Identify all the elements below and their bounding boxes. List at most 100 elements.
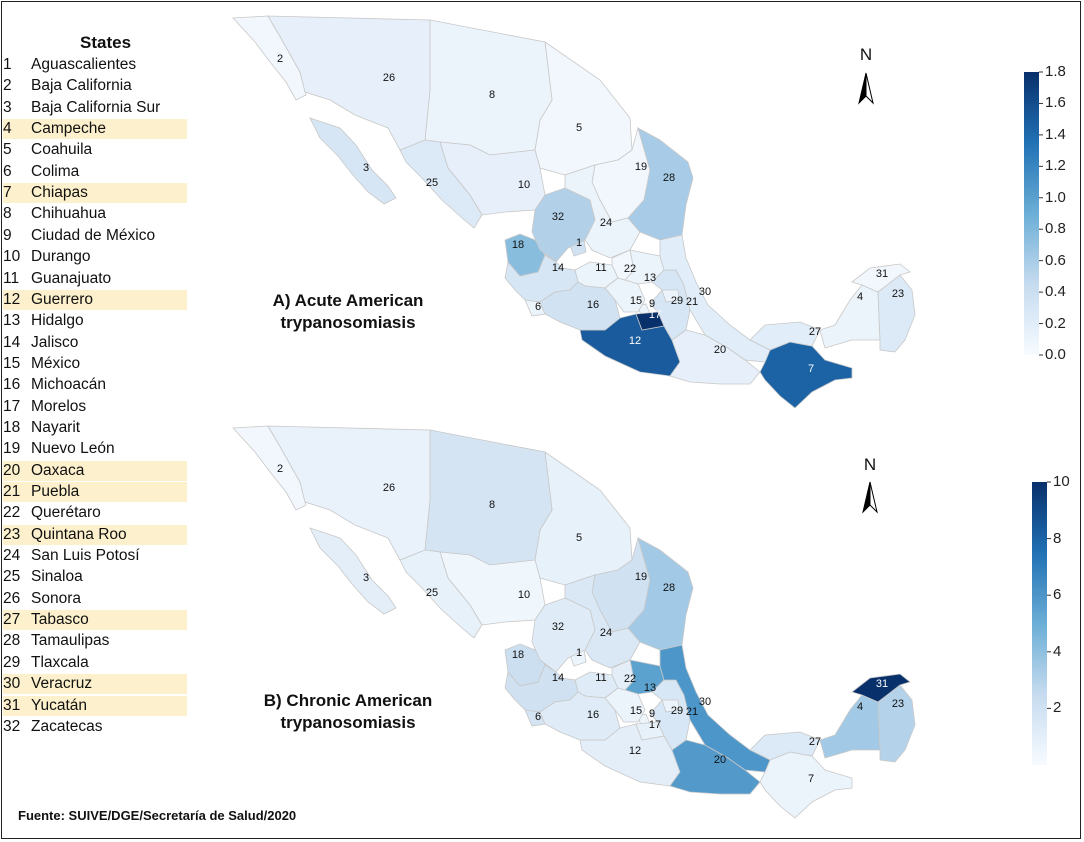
state-region-8 <box>424 429 553 566</box>
state-number-label: 32 <box>552 211 564 223</box>
legend-state-name: Sonora <box>31 589 81 607</box>
legend-state-name: Tabasco <box>31 611 89 629</box>
legend-state-25: 25 Sinaloa <box>3 567 187 587</box>
legend-state-number: 23 <box>3 525 21 543</box>
legend-state-name: Morelos <box>31 397 87 415</box>
state-number-label: 14 <box>552 262 564 274</box>
legend-state-number: 30 <box>3 675 21 693</box>
state-number-label: 24 <box>600 627 612 639</box>
state-number-label: 24 <box>600 217 612 229</box>
legend-state-name: Colima <box>31 162 80 180</box>
state-number-label: 29 <box>671 705 683 717</box>
state-number-label: 17 <box>649 309 661 321</box>
legend-state-11: 11 Guanajuato <box>3 269 187 289</box>
colorbar-tick-label: 10 <box>1053 473 1070 490</box>
state-region-3 <box>309 527 397 615</box>
state-number-label: 8 <box>489 89 495 101</box>
legend-state-number: 3 <box>3 98 12 116</box>
state-number-label: 15 <box>630 705 642 717</box>
state-number-label: 6 <box>535 711 541 723</box>
north-arrow-left <box>862 481 871 514</box>
state-region-23 <box>877 684 916 763</box>
state-number-label: 9 <box>649 708 655 720</box>
legend-state-number: 14 <box>3 333 21 351</box>
state-number-label: 20 <box>714 754 726 766</box>
state-region-16 <box>539 691 621 741</box>
state-number-label: 16 <box>587 299 599 311</box>
state-number-label: 1 <box>576 647 582 659</box>
legend-state-1: 1 Aguascalientes <box>3 55 187 75</box>
legend-state-name: Oaxaca <box>31 461 85 479</box>
legend-state-7: 7 Chiapas <box>3 183 187 204</box>
legend-state-27: 27 Tabasco <box>3 610 187 631</box>
state-number-label: 5 <box>576 122 582 134</box>
north-label: N <box>859 45 873 64</box>
state-number-label: 19 <box>635 161 647 173</box>
legend-state-number: 21 <box>3 483 21 500</box>
legend-state-23: 23 Quintana Roo <box>3 524 187 545</box>
state-number-label: 11 <box>595 262 606 274</box>
legend-state-29: 29 Tlaxcala <box>3 653 187 673</box>
state-region-20 <box>669 329 761 385</box>
state-number-label: 21 <box>686 296 698 308</box>
legend-state-name: Coahuila <box>31 141 93 159</box>
state-number-label: 12 <box>629 335 641 347</box>
acute-colorbar <box>1024 71 1043 356</box>
legend-state-number: 5 <box>3 141 12 159</box>
legend-state-name: Baja California <box>31 77 132 95</box>
legend-state-name: San Luis Potosí <box>31 547 140 565</box>
legend-state-name: Durango <box>31 248 91 266</box>
legend-state-8: 8 Chihuahua <box>3 204 187 224</box>
state-number-label: 21 <box>686 706 698 718</box>
legend-state-6: 6 Colima <box>3 162 187 182</box>
state-number-label: 10 <box>518 589 530 601</box>
state-region-29 <box>661 289 680 303</box>
legend-state-30: 30 Veracruz <box>3 674 187 695</box>
legend-state-name: Guerrero <box>31 290 94 308</box>
colorbar-gradient <box>1032 482 1047 765</box>
legend-state-name: Michoacán <box>31 376 106 394</box>
state-number-label: 18 <box>512 239 524 251</box>
state-number-label: 29 <box>671 295 683 307</box>
legend-state-9: 9 Ciudad de México <box>3 226 187 246</box>
state-number-label: 8 <box>489 499 495 511</box>
state-number-label: 7 <box>808 363 814 375</box>
legend-state-number: 11 <box>3 269 20 287</box>
chronic-map: 1234567891011121314151617181920212223242… <box>232 425 916 819</box>
legend-state-name: Nuevo León <box>31 440 115 458</box>
state-number-label: 4 <box>857 291 863 303</box>
chronic-colorbar <box>1032 481 1051 765</box>
colorbar-tick-label: 2 <box>1053 699 1062 717</box>
legend-state-number: 12 <box>3 290 21 308</box>
state-region-18 <box>504 643 546 687</box>
north-label: N <box>863 455 877 474</box>
colorbar-gradient <box>1024 72 1039 355</box>
legend-state-18: 18 Nayarit <box>3 418 187 438</box>
state-number-label: 14 <box>552 672 564 684</box>
state-region-31 <box>851 673 911 703</box>
state-number-label: 17 <box>649 719 661 731</box>
legend-state-number: 1 <box>3 56 12 73</box>
state-number-label: 28 <box>663 172 675 184</box>
legend-state-number: 10 <box>3 248 21 266</box>
state-region-8 <box>424 19 553 156</box>
colorbar-tick-label: 0.4 <box>1045 283 1066 301</box>
legend-state-3: 3 Baja California Sur <box>3 98 187 118</box>
legend-state-4: 4 Campeche <box>3 119 187 140</box>
state-number-label: 15 <box>630 295 642 307</box>
legend-state-24: 24 San Luis Potosí <box>3 546 187 566</box>
colorbar-tick-label: 6 <box>1053 586 1062 604</box>
legend-state-12: 12 Guerrero <box>3 289 187 310</box>
legend-state-name: Yucatán <box>31 696 88 714</box>
state-number-label: 16 <box>587 709 599 721</box>
chronic-panel-label: B) Chronic American trypanosomiasis <box>263 691 433 732</box>
legend-state-number: 4 <box>3 120 12 138</box>
state-region-29 <box>661 699 680 713</box>
state-number-label: 20 <box>714 344 726 356</box>
legend-state-number: 7 <box>3 184 12 202</box>
legend-state-number: 15 <box>3 354 21 372</box>
legend-state-number: 6 <box>3 162 12 180</box>
state-region-18 <box>504 233 546 277</box>
legend-state-name: Nayarit <box>31 418 81 436</box>
state-region-4 <box>819 694 881 759</box>
